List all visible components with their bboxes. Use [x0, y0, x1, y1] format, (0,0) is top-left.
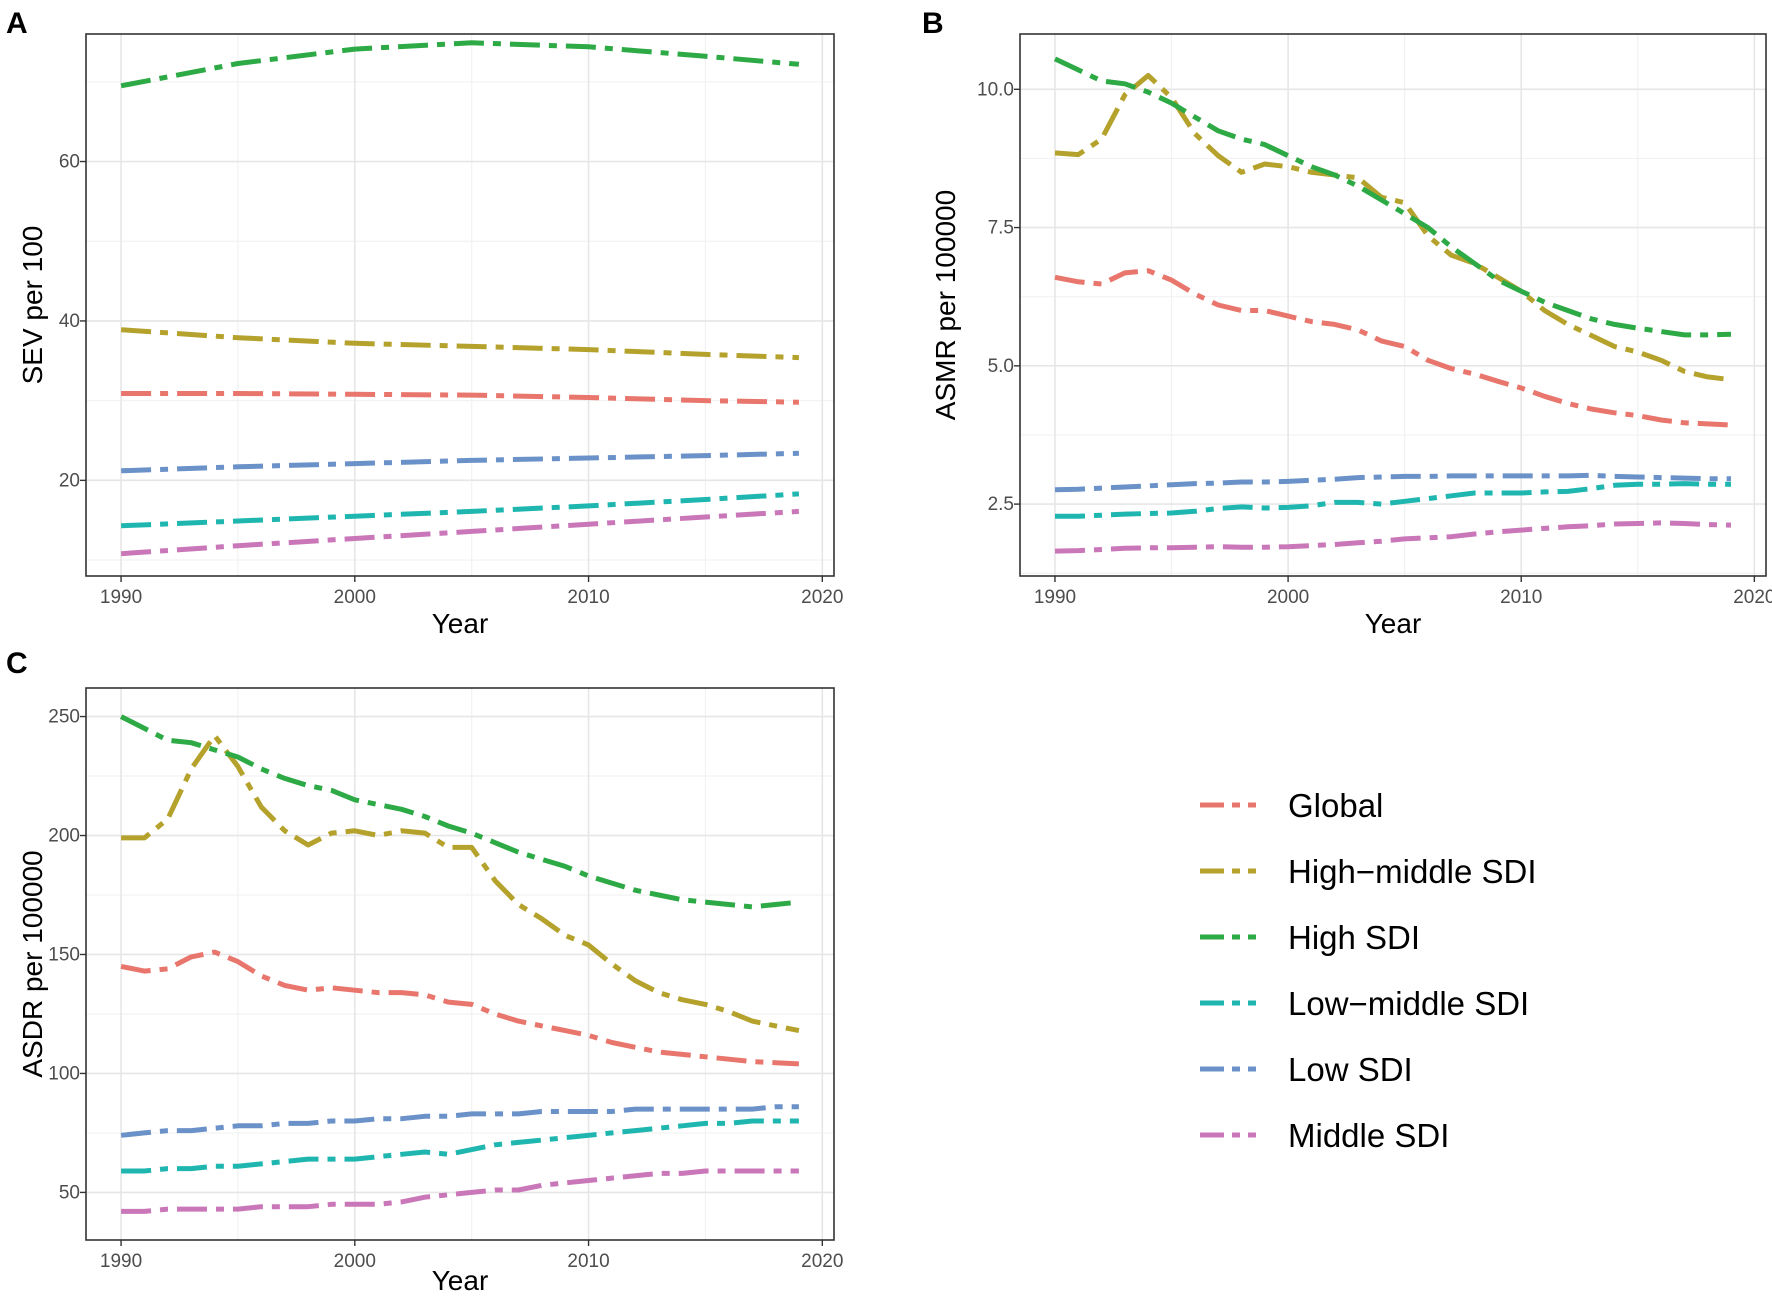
legend-label-low-sdi: Low SDI [1288, 1051, 1413, 1088]
panel-border [85, 33, 835, 577]
series-line-high-middle-sdi [1054, 73, 1732, 383]
series-line-global [121, 391, 799, 405]
series-line-middle-sdi [1054, 520, 1732, 554]
y-tick-label: 60 [59, 152, 80, 173]
y-tick-label: 5.0 [988, 356, 1014, 377]
y-axis-title: ASDR per 100000 [17, 850, 48, 1077]
y-tick-label: 20 [59, 470, 80, 491]
series-line-low-middle-sdi [1055, 481, 1731, 519]
x-tick-label: 2020 [801, 1251, 843, 1272]
y-tick-label: 2.5 [988, 494, 1014, 515]
y-tick-label: 100 [48, 1063, 80, 1084]
y-tick-label: 50 [59, 1182, 80, 1203]
y-tick-label: 10.0 [977, 79, 1014, 100]
series-line-global [1054, 268, 1732, 428]
x-tick-label: 2000 [1267, 587, 1309, 608]
panel-b: B 1990 2000 2010 2020 2.5 5.0 7.5 10.0 Year ASMR p… [922, 7, 1772, 639]
y-tick-label: 40 [59, 311, 80, 332]
legend-label-high-middle-sdi: High−middle SDI [1288, 853, 1537, 890]
series-line-high-middle-sdi [120, 327, 799, 361]
legend: Global High−middle SDI High SDI Low−middle … [1200, 787, 1537, 1154]
series-line-high-sdi [120, 40, 800, 89]
legend-label-low-middle-sdi: Low−middle SDI [1288, 985, 1529, 1022]
x-axis-title: Year [1365, 608, 1422, 639]
x-tick-label: 2010 [567, 1251, 609, 1272]
panel-c: C 1990 2000 2010 2020 50 100 150 200 250 Year ASDR … [6, 647, 843, 1296]
panel-border [1019, 33, 1767, 577]
legend-label-global: Global [1288, 787, 1383, 824]
panel-letter: C [6, 647, 28, 680]
x-tick-label: 1990 [100, 587, 142, 608]
x-axis-title: Year [432, 1265, 489, 1296]
legend-label-middle-sdi: Middle SDI [1288, 1117, 1449, 1154]
y-tick-label: 7.5 [988, 218, 1014, 239]
y-axis-title: SEV per 100 [17, 226, 48, 385]
x-tick-label: 1990 [100, 1251, 142, 1272]
y-axis-title: ASMR per 100000 [930, 190, 961, 420]
panel-border [85, 687, 835, 1241]
series-line-high-middle-sdi [121, 733, 800, 1034]
x-tick-label: 2020 [801, 587, 843, 608]
series-line-low-middle-sdi [121, 1118, 799, 1174]
series-line-global [120, 949, 800, 1067]
x-axis-title: Year [432, 608, 489, 639]
y-tick-label: 150 [48, 944, 80, 965]
series-line-middle-sdi [121, 1168, 799, 1214]
x-tick-label: 2000 [334, 1251, 376, 1272]
series-line-low-sdi [1054, 472, 1731, 493]
x-tick-label: 2010 [567, 587, 609, 608]
x-tick-label: 2010 [1500, 587, 1542, 608]
x-tick-label: 2000 [334, 587, 376, 608]
x-tick-label: 2020 [1733, 587, 1772, 608]
x-tick-label: 1990 [1034, 587, 1076, 608]
series-line-low-sdi [121, 450, 799, 474]
series-line-middle-sdi [120, 508, 800, 557]
panel-letter: B [922, 7, 944, 40]
series-line-high-sdi [1053, 56, 1732, 338]
legend-label-high-sdi: High SDI [1288, 919, 1420, 956]
series-line-low-sdi [120, 1104, 799, 1138]
panel-letter: A [6, 7, 28, 40]
y-tick-label: 200 [48, 826, 80, 847]
series-line-high-sdi [119, 714, 800, 910]
y-tick-label: 250 [48, 707, 80, 728]
series-line-low-middle-sdi [120, 491, 800, 529]
